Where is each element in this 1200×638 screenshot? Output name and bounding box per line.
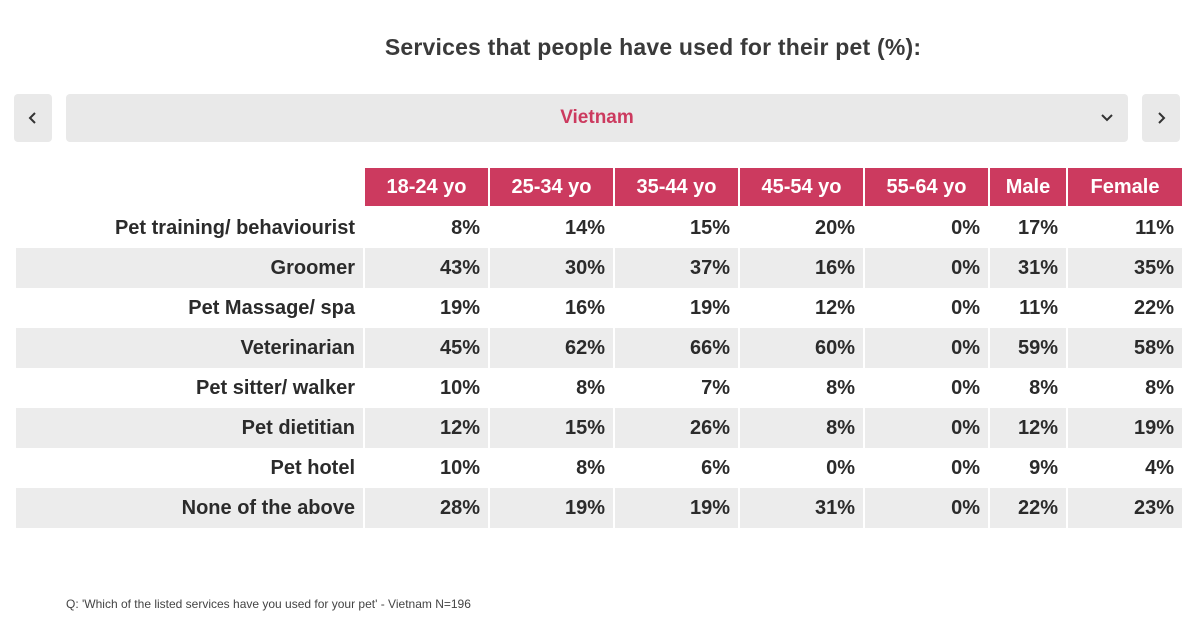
column-header: 25-34 yo	[490, 168, 613, 208]
value-cell: 19%	[1068, 408, 1182, 448]
services-table: 18-24 yo 25-34 yo 35-44 yo 45-54 yo 55-64 yo…	[14, 168, 1184, 528]
value-cell: 4%	[1145, 456, 1174, 479]
table-row: Pet hotel 10% 8% 6% 0% 0% 9% 4%	[16, 448, 1182, 488]
value-cell: 17%	[1017, 216, 1058, 239]
column-header: Male	[990, 168, 1066, 208]
value-cell: 62%	[490, 328, 613, 368]
footnote: Q: 'Which of the listed services have yo…	[66, 597, 471, 611]
value-cell: 19%	[490, 488, 613, 528]
previous-button[interactable]	[14, 94, 52, 142]
value-cell: 28%	[365, 488, 488, 528]
value-cell: 8%	[451, 216, 480, 239]
value-cell: 45%	[365, 328, 488, 368]
value-cell: 15%	[689, 216, 730, 239]
value-cell: 15%	[490, 408, 613, 448]
value-cell: 19%	[439, 296, 480, 319]
row-label: Pet sitter/ walker	[196, 376, 355, 399]
column-header: 45-54 yo	[740, 168, 863, 208]
value-cell: 35%	[1068, 248, 1182, 288]
row-label: Pet Massage/ spa	[188, 296, 355, 319]
value-cell: 16%	[740, 248, 863, 288]
country-select-value: Vietnam	[560, 107, 634, 128]
table-row: Pet dietitian 12% 15% 26% 8% 0% 12% 19%	[16, 408, 1182, 448]
value-cell: 7%	[701, 376, 730, 399]
table-row: Veterinarian 45% 62% 66% 60% 0% 59% 58%	[16, 328, 1182, 368]
row-label: Pet hotel	[270, 456, 355, 479]
table-row: None of the above 28% 19% 19% 31% 0% 22% 23%	[16, 488, 1182, 528]
value-cell: 22%	[990, 488, 1066, 528]
value-cell: 19%	[689, 296, 730, 319]
country-select[interactable]: Vietnam	[66, 94, 1128, 142]
value-cell: 66%	[615, 328, 738, 368]
value-cell: 0%	[865, 248, 988, 288]
value-cell: 9%	[1029, 456, 1058, 479]
next-button[interactable]	[1142, 94, 1180, 142]
value-cell: 8%	[1145, 376, 1174, 399]
column-header: 18-24 yo	[365, 168, 488, 208]
value-cell: 14%	[564, 216, 605, 239]
value-cell: 0%	[865, 328, 988, 368]
table-row: Pet sitter/ walker 10% 8% 7% 8% 0% 8% 8%	[16, 368, 1182, 408]
table-row: Groomer 43% 30% 37% 16% 0% 31% 35%	[16, 248, 1182, 288]
value-cell: 0%	[951, 216, 980, 239]
table-header-row: 18-24 yo 25-34 yo 35-44 yo 45-54 yo 55-64 yo…	[16, 168, 1182, 208]
column-header: Female	[1068, 168, 1182, 208]
value-cell: 60%	[740, 328, 863, 368]
value-cell: 8%	[576, 376, 605, 399]
row-label: Pet dietitian	[16, 408, 363, 448]
table-row: Pet training/ behaviourist 8% 14% 15% 20% 0% 1…	[16, 208, 1182, 248]
column-header: 55-64 yo	[865, 168, 988, 208]
chevron-right-icon	[1158, 112, 1166, 124]
value-cell: 0%	[865, 408, 988, 448]
value-cell: 20%	[814, 216, 855, 239]
value-cell: 31%	[990, 248, 1066, 288]
value-cell: 59%	[990, 328, 1066, 368]
value-cell: 6%	[701, 456, 730, 479]
value-cell: 16%	[564, 296, 605, 319]
value-cell: 58%	[1068, 328, 1182, 368]
value-cell: 8%	[826, 376, 855, 399]
chart-title: Services that people have used for their…	[384, 34, 922, 60]
row-label: Veterinarian	[16, 328, 363, 368]
value-cell: 0%	[951, 456, 980, 479]
value-cell: 0%	[826, 456, 855, 479]
chevron-left-icon	[28, 112, 36, 124]
value-cell: 0%	[951, 296, 980, 319]
value-cell: 22%	[1133, 296, 1174, 319]
value-cell: 0%	[865, 488, 988, 528]
value-cell: 0%	[951, 376, 980, 399]
value-cell: 11%	[1135, 216, 1174, 239]
chevron-down-icon	[1101, 114, 1113, 122]
value-cell: 11%	[1019, 296, 1058, 319]
value-cell: 12%	[814, 296, 855, 319]
value-cell: 43%	[365, 248, 488, 288]
row-label: None of the above	[16, 488, 363, 528]
table-header-blank	[16, 168, 363, 208]
column-header: 35-44 yo	[615, 168, 738, 208]
value-cell: 23%	[1068, 488, 1182, 528]
value-cell: 19%	[615, 488, 738, 528]
row-label: Pet training/ behaviourist	[114, 216, 355, 239]
value-cell: 12%	[990, 408, 1066, 448]
value-cell: 8%	[740, 408, 863, 448]
table-row: Pet Massage/ spa 19% 16% 19% 12% 0% 11% 22%	[16, 288, 1182, 328]
value-cell: 10%	[439, 456, 480, 479]
value-cell: 12%	[365, 408, 488, 448]
value-cell: 37%	[615, 248, 738, 288]
row-label: Groomer	[16, 248, 363, 288]
value-cell: 8%	[1029, 376, 1058, 399]
value-cell: 26%	[615, 408, 738, 448]
value-cell: 10%	[439, 376, 480, 399]
value-cell: 30%	[490, 248, 613, 288]
value-cell: 31%	[740, 488, 863, 528]
value-cell: 8%	[576, 456, 605, 479]
